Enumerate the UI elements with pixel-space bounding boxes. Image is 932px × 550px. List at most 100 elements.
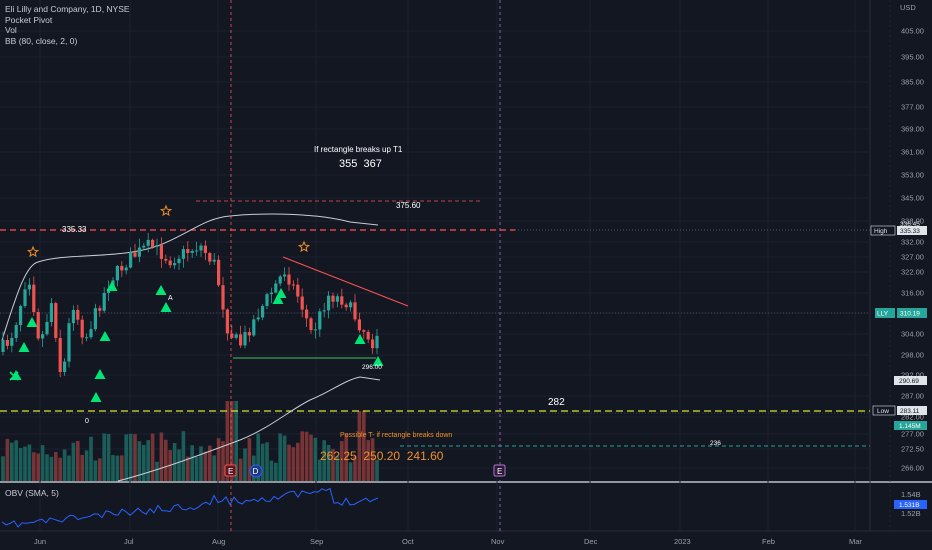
lly-tag-value: 310.19 (900, 311, 920, 318)
candle-body (357, 319, 361, 331)
candle-body (318, 311, 322, 330)
candle-body (252, 319, 256, 336)
cross-icon (9, 371, 19, 381)
price-tick-label: 353.00 (901, 171, 924, 180)
future-earnings-icon[interactable]: E (493, 464, 506, 477)
volume-tag-value: 1.145M (899, 423, 921, 430)
candle-body (120, 265, 124, 271)
volume-bar (1, 456, 5, 481)
candle-body (190, 250, 194, 253)
candle-body (300, 296, 304, 310)
chart-legend[interactable]: Eli Lilly and Company, 1D, NYSE Pocket P… (5, 4, 130, 46)
star-icon (159, 204, 173, 217)
dividend-icon[interactable]: D (249, 464, 263, 478)
candle-body (322, 310, 326, 312)
candle-body (186, 249, 190, 253)
candle-body (155, 245, 159, 247)
candle-body (67, 323, 71, 362)
candle-body (195, 250, 199, 252)
obv-axis-ticks: 1.54B 1.52B (901, 490, 921, 518)
price-tick-label: 287.00 (901, 392, 924, 401)
volume-bar (23, 446, 27, 481)
candle-body (278, 276, 282, 284)
high-partial-value: 336.45 (900, 221, 920, 228)
volume-bar (142, 444, 146, 481)
marker-a-label: A (168, 295, 173, 302)
volume-bar (106, 433, 111, 481)
low-price-tag: Low 283.11 (872, 405, 927, 416)
pivot-triangle-icon (272, 294, 284, 304)
low-tag-label: Low (877, 408, 889, 415)
volume-bar (326, 444, 331, 481)
candle-body (349, 302, 353, 308)
candlesticks (1, 232, 379, 378)
volume-bar (67, 455, 71, 481)
obv-legend[interactable]: OBV (SMA, 5) (5, 488, 59, 498)
volume-bar (366, 440, 370, 481)
lly-price-tag: LLY 310.19 (875, 308, 927, 318)
candle-body (181, 249, 185, 259)
candle-body (256, 317, 260, 320)
candle-body (331, 295, 335, 302)
time-tick-label: 2023 (674, 537, 691, 546)
earnings-icon[interactable]: E (224, 464, 237, 477)
candle-body (243, 332, 247, 346)
pivot-triangle-icon (160, 302, 172, 312)
candle-body (14, 325, 18, 338)
pivot-triangle-icon (155, 285, 167, 295)
candle-body (199, 245, 203, 251)
candle-body (265, 294, 269, 306)
pivot-triangle-icon (90, 392, 102, 402)
volume-bar (18, 448, 23, 481)
rect-down-targets: 262.25 250.20 241.60 (320, 449, 444, 463)
volume-bar (313, 437, 318, 481)
candle-body (49, 303, 53, 322)
volume-bar (124, 434, 128, 481)
volume-bar (225, 401, 230, 481)
candle-body (32, 284, 36, 313)
marker-zero-label: 0 (85, 418, 89, 425)
legend-pocket-pivot: Pocket Pivot (5, 14, 53, 25)
volume-bar (98, 458, 102, 481)
rect-up-title: If rectangle breaks up T1 (314, 145, 403, 154)
price-tick-label: 361.00 (901, 148, 924, 157)
volume-bar (76, 440, 80, 481)
candle-body (371, 339, 375, 349)
level-296-label: 296.00 (362, 364, 382, 371)
volume-bar (128, 433, 133, 481)
pivot-triangle-icon (99, 331, 111, 341)
volume-bar (247, 438, 252, 481)
candle-body (23, 289, 27, 307)
band-tag-value: 290.69 (899, 378, 919, 385)
volume-bar (164, 439, 168, 481)
time-tick-label: Sep (310, 537, 323, 546)
price-axis-bg[interactable] (870, 0, 932, 531)
price-tick-label: 292.00 (901, 371, 924, 380)
level-375-label: 375.60 (396, 201, 421, 210)
price-tick-label: 395.00 (901, 53, 924, 62)
price-tick-label: 332.00 (901, 238, 924, 247)
volume-bar (40, 445, 45, 481)
candle-body (362, 330, 366, 332)
volume-bar (58, 457, 62, 481)
volume-tag: 1.145M (894, 421, 927, 430)
candle-body (137, 247, 141, 257)
volume-bar (14, 440, 18, 481)
candle-body (269, 292, 273, 295)
volume-bar (230, 401, 234, 481)
candle-body (247, 332, 251, 336)
low-tag-value: 283.11 (900, 408, 920, 415)
dividend-icon-letter: D (253, 467, 259, 476)
volume-bar (5, 438, 10, 481)
candle-body (10, 337, 14, 346)
volume-bar (216, 438, 221, 481)
price-tick-label: 327.00 (901, 253, 924, 262)
price-tick-label: 377.00 (901, 103, 924, 112)
volume-bar (54, 451, 58, 481)
time-tick-label: Oct (402, 537, 415, 546)
volume-bar (287, 444, 291, 481)
candle-body (133, 252, 137, 257)
rect-down-title: Possible T- if rectangle breaks down (340, 432, 452, 439)
time-axis-ticks[interactable]: Jun Jul Aug Sep Oct Nov Dec 2023 Feb Mar (34, 537, 862, 546)
